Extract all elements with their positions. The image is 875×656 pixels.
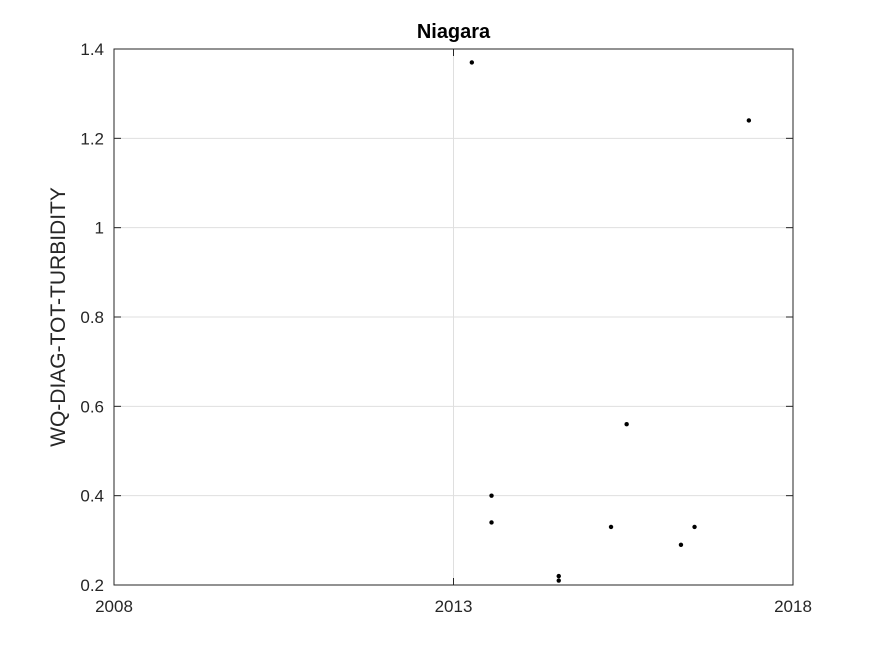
data-point xyxy=(489,493,494,498)
x-tick-label: 2018 xyxy=(774,597,812,616)
y-tick-label: 0.8 xyxy=(80,308,104,327)
grid-lines xyxy=(113,48,794,586)
data-point xyxy=(489,520,494,525)
data-point xyxy=(556,578,561,583)
y-tick-label: 1.4 xyxy=(80,40,104,59)
data-point xyxy=(692,524,697,530)
y-tick-label: 0.4 xyxy=(80,487,104,506)
axis-ticks: 2008 2013 2018 0.2 0.4 0.6 0.8 1 1.2 1.4 xyxy=(80,40,812,616)
data-point xyxy=(746,118,752,123)
data-point xyxy=(556,573,561,579)
y-tick-label: 1.2 xyxy=(80,129,104,148)
x-tick-label: 2008 xyxy=(95,597,133,616)
y-tick-label: 0.2 xyxy=(80,576,104,595)
y-tick-label: 0.6 xyxy=(80,397,104,416)
data-point xyxy=(608,524,614,530)
data-point xyxy=(678,542,684,547)
y-axis-label: WQ-DIAG-TOT-TURBIDITY xyxy=(47,187,70,447)
data-point xyxy=(469,60,475,65)
data-points xyxy=(469,60,752,583)
data-point xyxy=(624,422,629,427)
x-tick-label: 2013 xyxy=(435,597,473,616)
y-tick-label: 1 xyxy=(95,219,104,238)
chart-title: Niagara xyxy=(417,21,491,43)
